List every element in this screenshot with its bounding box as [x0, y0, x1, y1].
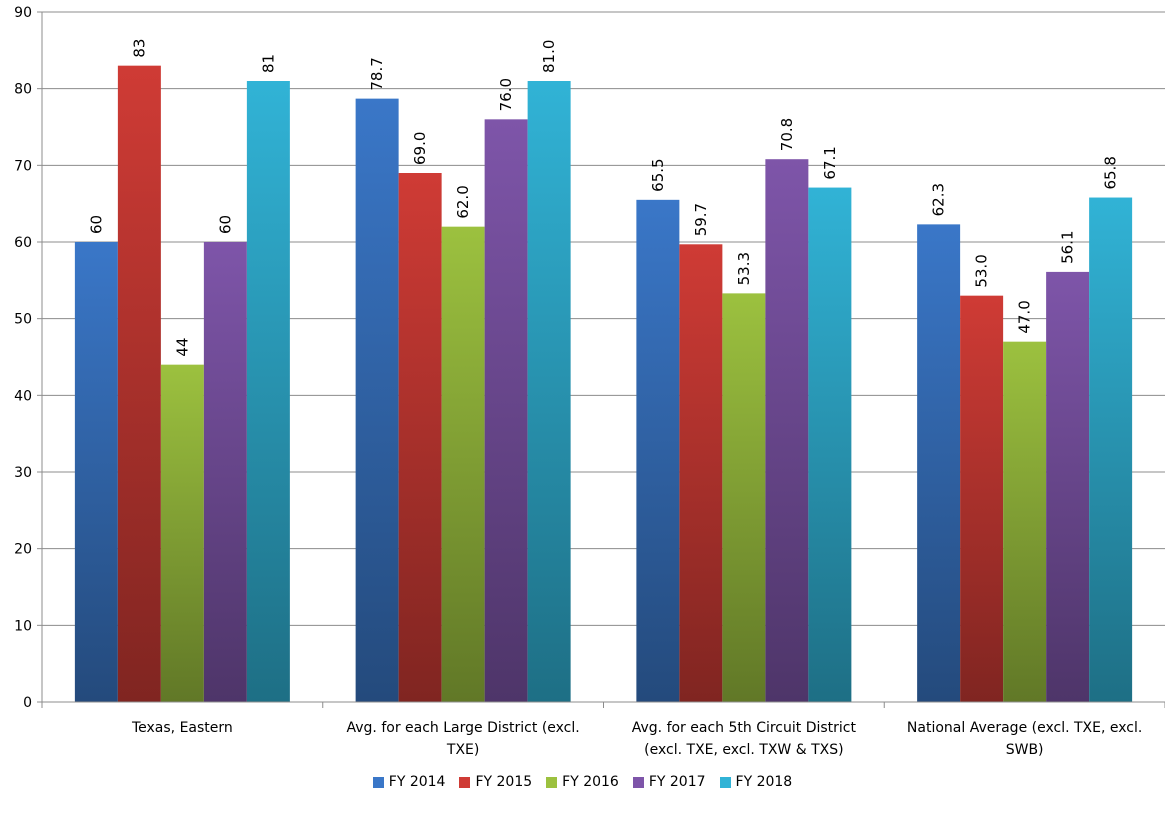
- legend-item: FY 2014: [372, 774, 446, 790]
- data-label: 60: [216, 215, 234, 234]
- legend-label: FY 2015: [475, 774, 533, 790]
- category-label: (excl. TXE, excl. TXW & TXS): [644, 742, 843, 758]
- data-label: 81.0: [540, 40, 558, 73]
- legend-item: FY 2016: [546, 774, 619, 790]
- bar-chart: 0 10 20 30 40 50 60 70 80 90 60 83 44 60 81 78.7 69.0 62…: [14, 5, 1165, 758]
- bar: [722, 293, 766, 702]
- x-axis: Texas, Eastern Avg. for each Large Distri…: [41, 701, 1165, 758]
- bar: [765, 159, 809, 702]
- data-label: 83: [130, 39, 148, 58]
- bar: [917, 224, 961, 702]
- legend-swatch: [546, 776, 558, 788]
- category-label: National Average (excl. TXE, excl.: [907, 720, 1142, 736]
- y-tick-label: 10: [14, 618, 32, 634]
- bar: [160, 364, 204, 702]
- data-label: 76.0: [497, 78, 515, 111]
- bar: [679, 244, 723, 703]
- data-label: 56.1: [1059, 230, 1077, 263]
- legend: FY 2014 FY 2015 FY 2016 FY 2017 FY 2018: [0, 774, 1165, 790]
- data-label: 53.3: [735, 252, 753, 285]
- legend-label: FY 2014: [388, 774, 446, 790]
- category-label: Avg. for each 5th Circuit District: [632, 720, 857, 736]
- y-tick-label: 60: [14, 235, 32, 251]
- legend-swatch: [632, 776, 644, 788]
- bars: [74, 65, 1133, 703]
- bar: [441, 226, 485, 702]
- data-label: 81: [259, 54, 277, 73]
- bar: [246, 81, 290, 702]
- data-label: 53.0: [973, 254, 991, 287]
- bar: [636, 199, 680, 703]
- bar: [355, 98, 399, 703]
- legend-label: FY 2017: [648, 774, 706, 790]
- bar: [74, 242, 118, 702]
- y-tick-label: 20: [14, 542, 32, 558]
- data-label: 67.1: [821, 146, 839, 179]
- legend-item: FY 2017: [632, 774, 706, 790]
- bar: [398, 173, 442, 702]
- bar: [1046, 271, 1090, 702]
- y-tick-label: 80: [14, 82, 32, 98]
- legend-item: FY 2018: [719, 774, 793, 790]
- data-label: 62.0: [454, 185, 472, 218]
- data-label: 47.0: [1016, 300, 1034, 333]
- bar: [808, 187, 852, 703]
- bar: [117, 65, 161, 702]
- category-label: Texas, Eastern: [131, 720, 233, 736]
- category-label: TXE): [446, 742, 479, 758]
- y-tick-label: 0: [23, 695, 32, 711]
- data-label: 78.7: [368, 57, 386, 90]
- y-tick-label: 30: [14, 465, 32, 481]
- legend-swatch: [719, 776, 731, 788]
- data-label: 65.8: [1102, 156, 1120, 189]
- legend-label: FY 2018: [735, 774, 793, 790]
- bar: [960, 295, 1004, 702]
- data-label: 70.8: [778, 118, 796, 151]
- legend-label: FY 2016: [562, 774, 619, 790]
- y-tick-label: 90: [14, 5, 32, 21]
- data-label: 69.0: [411, 132, 429, 165]
- data-label: 60: [87, 215, 105, 234]
- category-label: SWB): [1006, 742, 1044, 758]
- bar: [203, 242, 247, 702]
- bar: [484, 119, 528, 703]
- data-labels: 60 83 44 60 81 78.7 69.0 62.0 76.0 81.0 65.5 59.7 53…: [87, 39, 1119, 357]
- y-tick-label: 40: [14, 388, 32, 404]
- y-axis: 0 10 20 30 40 50 60 70 80 90: [14, 5, 43, 711]
- legend-item: FY 2015: [459, 774, 532, 790]
- y-tick-label: 50: [14, 312, 32, 328]
- category-label: Avg. for each Large District (excl.: [347, 720, 580, 736]
- bar: [1089, 197, 1133, 703]
- data-label: 62.3: [930, 183, 948, 216]
- data-label: 59.7: [692, 203, 710, 236]
- legend-swatch: [459, 776, 471, 788]
- data-label: 65.5: [649, 158, 667, 191]
- bar: [527, 81, 571, 702]
- data-label: 44: [173, 338, 191, 357]
- y-tick-label: 70: [14, 158, 32, 174]
- legend-swatch: [372, 776, 384, 788]
- bar: [1003, 341, 1047, 702]
